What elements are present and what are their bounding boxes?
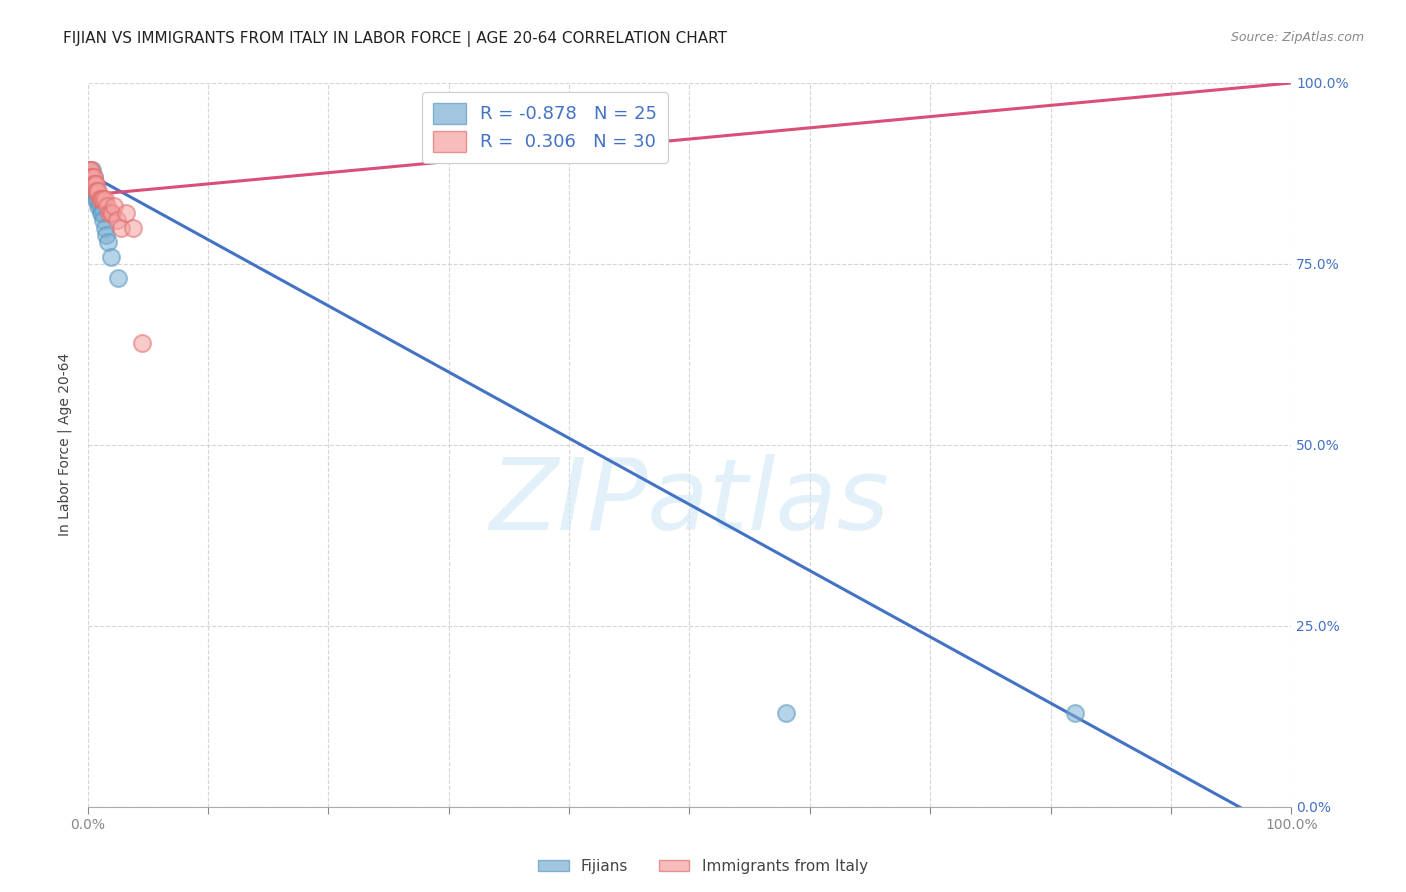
- Point: [86, 192, 108, 206]
- Point: [79, 169, 101, 184]
- Point: [83, 178, 105, 192]
- Point: [94, 227, 117, 242]
- Point: [100, 206, 122, 220]
- Point: [83, 169, 105, 184]
- Point: [105, 213, 128, 227]
- Point: [83, 169, 105, 184]
- Point: [100, 250, 122, 264]
- Point: [89, 199, 111, 213]
- Point: [80, 178, 103, 192]
- Point: [77, 169, 100, 184]
- Point: [91, 192, 114, 206]
- Point: [77, 169, 100, 184]
- Point: [82, 185, 104, 199]
- Point: [87, 199, 110, 213]
- Point: [97, 235, 120, 249]
- Point: [80, 169, 103, 184]
- Point: [82, 162, 104, 177]
- Text: ZIPatlas: ZIPatlas: [489, 454, 890, 551]
- Point: [100, 206, 122, 220]
- Point: [98, 206, 121, 220]
- Point: [90, 192, 112, 206]
- Point: [83, 185, 105, 199]
- Point: [1063, 706, 1085, 720]
- Point: [90, 206, 112, 220]
- Text: Source: ZipAtlas.com: Source: ZipAtlas.com: [1230, 31, 1364, 45]
- Text: FIJIAN VS IMMIGRANTS FROM ITALY IN LABOR FORCE | AGE 20-64 CORRELATION CHART: FIJIAN VS IMMIGRANTS FROM ITALY IN LABOR…: [63, 31, 727, 47]
- Y-axis label: In Labor Force | Age 20-64: In Labor Force | Age 20-64: [58, 353, 72, 536]
- Point: [93, 192, 115, 206]
- Point: [89, 192, 111, 206]
- Point: [83, 178, 105, 192]
- Point: [91, 192, 114, 206]
- Legend: R = -0.878   N = 25, R =  0.306   N = 30: R = -0.878 N = 25, R = 0.306 N = 30: [422, 92, 668, 162]
- Point: [107, 271, 129, 285]
- Point: [79, 162, 101, 177]
- Point: [103, 199, 125, 213]
- Point: [131, 336, 153, 351]
- Point: [115, 206, 138, 220]
- Point: [122, 220, 145, 235]
- Point: [84, 178, 107, 192]
- Point: [80, 169, 103, 184]
- Point: [775, 706, 797, 720]
- Point: [91, 213, 114, 227]
- Point: [83, 178, 105, 192]
- Point: [110, 220, 132, 235]
- Point: [96, 199, 118, 213]
- Legend: Fijians, Immigrants from Italy: Fijians, Immigrants from Italy: [531, 853, 875, 880]
- Point: [86, 185, 108, 199]
- Point: [93, 220, 115, 235]
- Point: [80, 162, 103, 177]
- Point: [84, 185, 107, 199]
- Point: [83, 178, 105, 192]
- Point: [82, 169, 104, 184]
- Point: [82, 178, 104, 192]
- Point: [79, 162, 101, 177]
- Point: [91, 206, 114, 220]
- Point: [84, 185, 107, 199]
- Point: [84, 192, 107, 206]
- Point: [87, 185, 110, 199]
- Point: [77, 162, 100, 177]
